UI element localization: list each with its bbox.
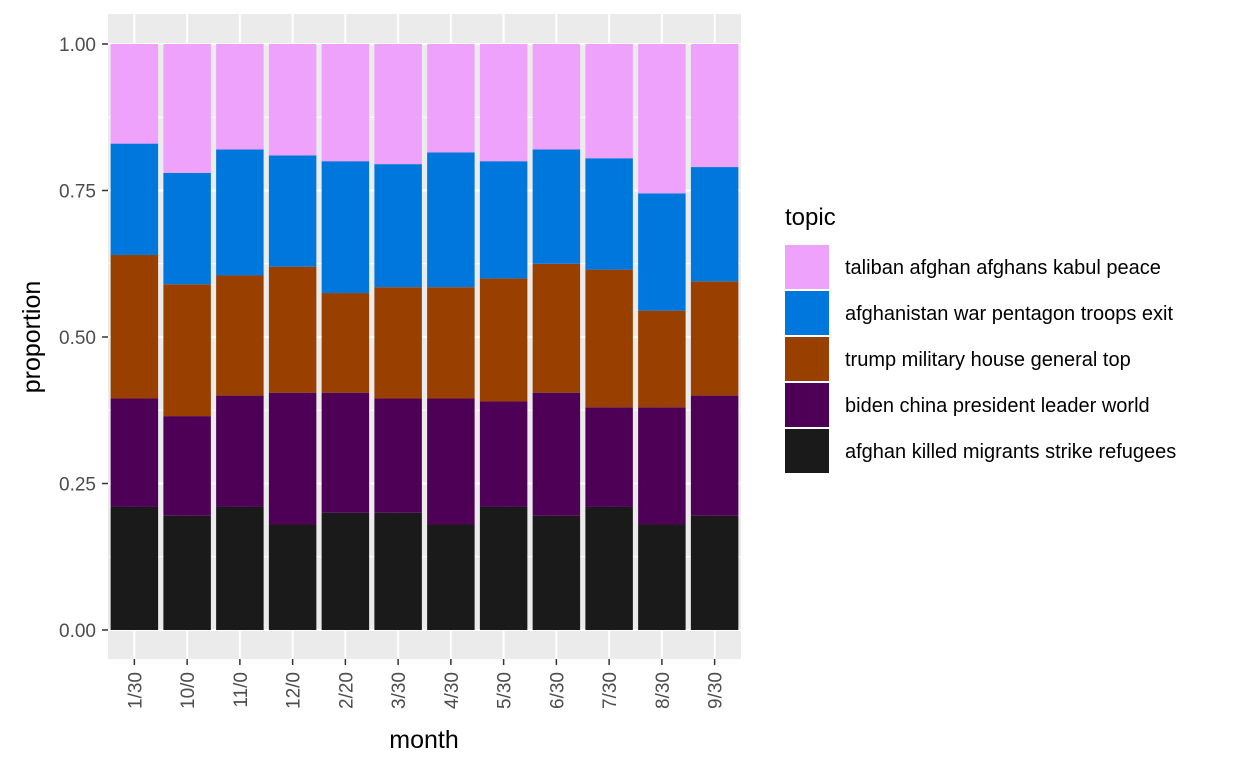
legend-title: topic — [785, 204, 836, 231]
bar-segment — [585, 506, 633, 630]
y-axis: 0.00 0.25 0.50 0.75 1.00 — [59, 35, 108, 642]
bar-segment — [110, 143, 159, 255]
bar-segment — [585, 269, 633, 408]
bar-segment — [216, 149, 264, 276]
bar-segment — [216, 506, 264, 630]
x-tick-label: 10/0 — [178, 672, 199, 709]
bar-segment — [532, 44, 581, 150]
x-tick-label: 2/20 — [336, 672, 357, 709]
x-tick-label: 8/30 — [653, 672, 674, 709]
bar-segment — [638, 407, 686, 525]
bar-segment — [110, 44, 159, 144]
bar-segment — [321, 512, 370, 630]
bar-segment — [427, 287, 475, 399]
bar-segment — [532, 149, 581, 264]
bar-segment — [374, 398, 422, 513]
bar-segment — [110, 398, 159, 507]
y-axis-title: proportion — [18, 281, 46, 394]
legend-items: taliban afghan afghans kabul peace afghan… — [785, 245, 1176, 473]
x-axis: 1/30 10/0 11/0 12/0 2/20 3/30 4/30 5/30 6/30 7/30… — [125, 659, 727, 709]
bar-segment — [690, 281, 739, 396]
bar-segment — [163, 44, 211, 173]
legend: topic taliban afghan afghans kabul peace… — [785, 204, 1176, 473]
y-tick-label: 0.25 — [59, 475, 96, 496]
bar-segment — [479, 401, 528, 507]
bar-segment — [268, 524, 317, 630]
bar-segment — [374, 44, 422, 165]
bar-segment — [427, 398, 475, 525]
x-axis-title: month — [389, 726, 458, 754]
bar-segment — [163, 284, 211, 417]
legend-label: trump military house general top — [845, 349, 1131, 371]
bar-segment — [427, 152, 475, 288]
bar-segment — [374, 287, 422, 399]
x-tick-label: 6/30 — [547, 672, 568, 709]
bar-segment — [532, 392, 581, 516]
bar-segment — [374, 164, 422, 288]
x-tick-label: 12/0 — [284, 672, 305, 709]
y-tick-label: 0.00 — [59, 621, 96, 642]
bar-segment — [532, 263, 581, 393]
bar-segment — [532, 515, 581, 630]
bar-segment — [479, 44, 528, 162]
bar-segment — [690, 44, 739, 168]
bar-segment — [321, 392, 370, 513]
bar-segment — [479, 506, 528, 630]
bar-segment — [216, 44, 264, 150]
bar-segment — [321, 293, 370, 393]
x-tick-label: 1/30 — [125, 672, 146, 709]
x-tick-label: 7/30 — [600, 672, 621, 709]
legend-swatch — [785, 429, 829, 473]
bar-segment — [110, 254, 159, 399]
legend-label: biden china president leader world — [845, 395, 1150, 417]
bar-segment — [585, 44, 633, 159]
legend-label: taliban afghan afghans kabul peace — [845, 257, 1161, 279]
bar-segment — [268, 44, 317, 156]
bar-segment — [638, 193, 686, 311]
x-tick-label: 11/0 — [231, 672, 252, 708]
bar-segment — [638, 524, 686, 630]
bar-segment — [321, 44, 370, 162]
bar-segment — [479, 161, 528, 279]
legend-swatch — [785, 337, 829, 381]
bars — [110, 44, 739, 630]
bar-segment — [479, 278, 528, 402]
x-tick-label: 5/30 — [495, 672, 516, 709]
bar-segment — [163, 515, 211, 630]
bar-segment — [163, 172, 211, 285]
bar-segment — [427, 524, 475, 630]
bar-segment — [690, 515, 739, 630]
bar-segment — [638, 44, 686, 194]
legend-label: afghanistan war pentagon troops exit — [845, 303, 1173, 325]
bar-segment — [268, 266, 317, 393]
bar-segment — [690, 167, 739, 282]
bar-segment — [321, 161, 370, 294]
legend-swatch — [785, 291, 829, 335]
bar-segment — [585, 407, 633, 507]
y-tick-label: 0.75 — [59, 182, 96, 203]
legend-swatch — [785, 383, 829, 427]
bar-segment — [638, 310, 686, 408]
x-tick-label: 9/30 — [706, 672, 727, 709]
y-tick-label: 1.00 — [59, 35, 96, 56]
bar-segment — [690, 395, 739, 516]
bar-segment — [268, 155, 317, 267]
x-tick-label: 4/30 — [442, 672, 463, 709]
y-tick-label: 0.50 — [59, 328, 96, 349]
bar-segment — [427, 44, 475, 153]
bar-segment — [216, 395, 264, 507]
legend-swatch — [785, 245, 829, 289]
bar-segment — [374, 512, 422, 630]
bar-segment — [216, 275, 264, 396]
x-tick-label: 3/30 — [389, 672, 410, 709]
legend-label: afghan killed migrants strike refugees — [845, 441, 1176, 463]
bar-segment — [110, 506, 159, 630]
bar-segment — [585, 158, 633, 270]
bar-segment — [163, 416, 211, 516]
bar-segment — [268, 392, 317, 525]
